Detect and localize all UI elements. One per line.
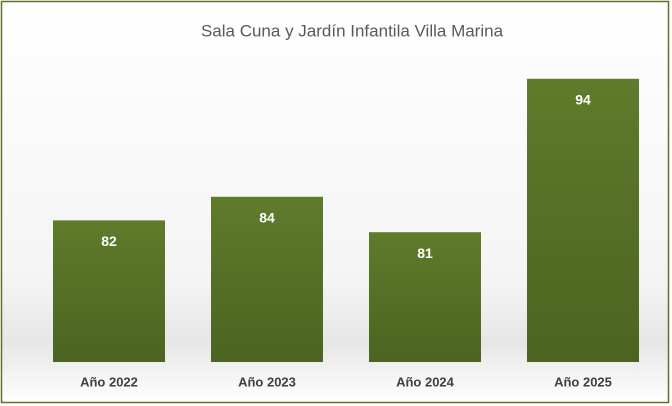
x-tick-label: Año 2024: [396, 374, 455, 389]
data-label: 84: [259, 210, 275, 226]
data-label: 82: [101, 233, 117, 249]
x-tick-label: Año 2025: [554, 374, 612, 389]
bar: [527, 78, 639, 363]
x-tick-label: Año 2023: [238, 374, 296, 389]
bar: [53, 220, 165, 362]
bar: [211, 196, 323, 362]
chart-title: Sala Cuna y Jardín Infantila Villa Marin…: [201, 21, 504, 40]
x-tick-label: Año 2022: [80, 374, 138, 389]
bar: [369, 232, 481, 362]
data-label: 81: [417, 245, 433, 261]
data-label: 94: [575, 92, 591, 108]
